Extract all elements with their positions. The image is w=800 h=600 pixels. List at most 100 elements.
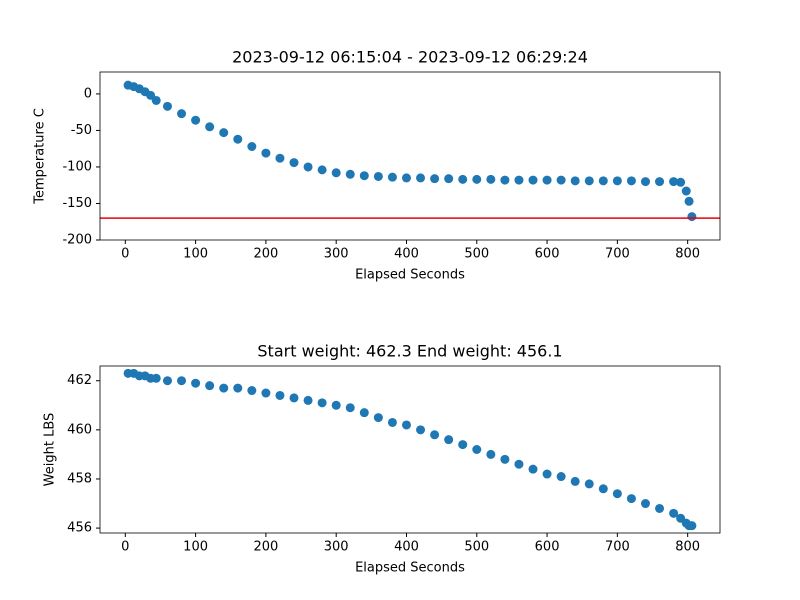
- point: [669, 177, 679, 187]
- point: [598, 176, 608, 186]
- point: [486, 174, 496, 184]
- point: [640, 499, 650, 509]
- point: [151, 373, 161, 383]
- point: [373, 171, 383, 181]
- point: [472, 445, 482, 454]
- point: [655, 503, 665, 513]
- point: [676, 177, 686, 187]
- point: [401, 173, 411, 183]
- point: [458, 440, 468, 450]
- point: [430, 174, 440, 184]
- point: [458, 174, 468, 184]
- point: [387, 417, 397, 427]
- point: [177, 376, 187, 386]
- x-tick-label: 0: [121, 247, 129, 262]
- point: [514, 459, 524, 469]
- point: [233, 383, 243, 393]
- point: [542, 469, 552, 479]
- point: [626, 494, 636, 504]
- axes-frame: [99, 71, 721, 241]
- point: [219, 128, 229, 138]
- point: [162, 376, 172, 386]
- point: [528, 464, 538, 474]
- point: [655, 177, 665, 187]
- x-tick-label: 700: [605, 247, 630, 262]
- chart-title: Start weight: 462.3 End weight: 456.1: [257, 342, 562, 361]
- x-tick-label: 100: [183, 247, 208, 262]
- point: [303, 162, 313, 172]
- point: [500, 454, 510, 464]
- point: [542, 175, 552, 185]
- y-tick-label: -200: [62, 233, 92, 248]
- x-tick-label: 300: [324, 247, 349, 262]
- point: [205, 381, 215, 391]
- y-tick-label: -100: [62, 159, 92, 174]
- point: [444, 174, 454, 184]
- axes-frame: [99, 365, 721, 534]
- point: [191, 115, 201, 125]
- x-tick-label: 200: [253, 247, 278, 262]
- point: [289, 158, 299, 168]
- point: [219, 383, 229, 393]
- point: [598, 484, 608, 494]
- point: [359, 171, 369, 181]
- x-tick-label: 500: [464, 247, 489, 262]
- x-tick-label: 700: [605, 540, 630, 555]
- x-tick-label: 800: [675, 540, 700, 555]
- point: [612, 176, 622, 186]
- point: [359, 408, 369, 418]
- point: [275, 153, 285, 163]
- chart-title: 2023-09-12 06:15:04 - 2023-09-12 06:29:2…: [232, 48, 588, 67]
- point: [317, 165, 327, 175]
- point: [584, 479, 594, 489]
- point: [247, 142, 257, 152]
- point: [261, 148, 271, 158]
- point: [345, 169, 355, 179]
- point: [401, 420, 411, 430]
- point: [303, 395, 313, 405]
- point: [556, 472, 566, 482]
- point: [584, 176, 594, 186]
- y-tick-label: 462: [67, 373, 92, 388]
- x-axis-label: Elapsed Seconds: [355, 268, 465, 283]
- x-tick-label: 100: [183, 540, 208, 555]
- point: [275, 390, 285, 400]
- point: [345, 403, 355, 413]
- point: [191, 378, 201, 388]
- x-tick-label: 0: [121, 540, 129, 555]
- y-tick-label: -150: [62, 196, 92, 211]
- point: [430, 430, 440, 440]
- x-tick-label: 400: [394, 540, 419, 555]
- point: [556, 175, 566, 185]
- point: [669, 508, 679, 518]
- point: [289, 393, 299, 403]
- point: [486, 449, 496, 459]
- point: [570, 476, 580, 486]
- point: [687, 521, 697, 531]
- point: [151, 95, 161, 105]
- point: [247, 386, 257, 396]
- y-tick-label: 0: [84, 86, 92, 101]
- point: [331, 400, 341, 410]
- point: [528, 175, 538, 185]
- point: [640, 177, 650, 187]
- point: [416, 173, 426, 183]
- point: [416, 425, 426, 435]
- point: [373, 413, 383, 423]
- x-tick-label: 800: [675, 247, 700, 262]
- point: [261, 388, 271, 398]
- point: [472, 174, 482, 184]
- x-tick-label: 200: [253, 540, 278, 555]
- point: [570, 176, 580, 186]
- point: [684, 196, 694, 206]
- point: [205, 122, 215, 132]
- x-tick-label: 600: [535, 247, 560, 262]
- x-tick-label: 500: [464, 540, 489, 555]
- point: [444, 435, 454, 445]
- point: [612, 489, 622, 499]
- y-axis-label: Weight LBS: [43, 413, 58, 487]
- point: [626, 176, 636, 186]
- y-tick-label: 458: [67, 471, 92, 486]
- point: [687, 212, 697, 222]
